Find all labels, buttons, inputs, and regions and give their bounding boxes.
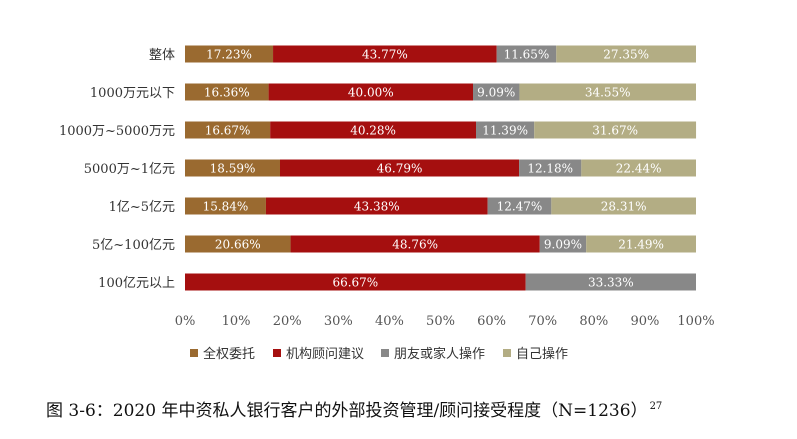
bar-segment bbox=[185, 83, 269, 101]
bars: 17.23% 43.77% 11.65% 27.35% 16.36% 40.00% 9.09… bbox=[185, 45, 697, 291]
bar-segment bbox=[556, 45, 696, 63]
bar-segment bbox=[268, 83, 473, 101]
bar-segment bbox=[185, 159, 280, 177]
data-label: 46.79% bbox=[377, 162, 423, 176]
x-tick-label: 30% bbox=[324, 314, 353, 329]
x-tick-label: 20% bbox=[273, 314, 302, 329]
bar-segment bbox=[279, 159, 520, 177]
category-label: 1000万~5000万元 bbox=[59, 124, 175, 139]
data-label: 9.09% bbox=[544, 238, 582, 252]
category-label: 整体 bbox=[149, 48, 175, 63]
x-tick-label: 100% bbox=[677, 314, 714, 329]
stacked-bar-chart: 整体 1000万元以下 1000万~5000万元 5000万~1亿元 1亿~5亿元 5亿~… bbox=[59, 45, 715, 362]
data-label: 16.36% bbox=[204, 86, 250, 100]
data-label: 28.31% bbox=[601, 200, 647, 214]
bar-segment bbox=[185, 121, 271, 139]
data-label: 21.49% bbox=[618, 238, 664, 252]
x-tick-label: 10% bbox=[222, 314, 251, 329]
data-label: 33.33% bbox=[588, 276, 634, 290]
data-label: 18.59% bbox=[210, 162, 256, 176]
category-label: 1亿~5亿元 bbox=[109, 200, 175, 215]
legend: 全权委托 机构顾问建议 朋友或家人操作 自己操作 bbox=[190, 346, 568, 362]
caption-footnote: 27 bbox=[649, 401, 663, 413]
category-label: 5亿~100亿元 bbox=[92, 238, 175, 253]
data-label: 11.65% bbox=[504, 48, 550, 62]
figure-caption: 图 3-6：2020 年中资私人银行客户的外部投资管理/顾问接受程度（N=123… bbox=[46, 396, 786, 421]
x-tick-label: 70% bbox=[528, 314, 557, 329]
data-label: 17.23% bbox=[206, 48, 252, 62]
bar-segment bbox=[519, 159, 582, 177]
bar-segment bbox=[581, 159, 696, 177]
data-label: 48.76% bbox=[392, 238, 438, 252]
bar-segment bbox=[534, 121, 697, 139]
x-tick-label: 90% bbox=[630, 314, 659, 329]
bar-segment bbox=[185, 45, 274, 63]
data-label: 34.55% bbox=[585, 86, 631, 100]
x-axis-ticks: 0% 10% 20% 30% 40% 50% 60% 70% 80% 90% 100% bbox=[175, 314, 715, 329]
legend-label: 机构顾问建议 bbox=[286, 347, 364, 362]
x-tick-label: 0% bbox=[175, 314, 196, 329]
data-label: 12.18% bbox=[527, 162, 573, 176]
bar-segment bbox=[525, 273, 696, 291]
bar-segment bbox=[472, 83, 520, 101]
data-label: 40.00% bbox=[348, 86, 394, 100]
caption-text: 图 3-6：2020 年中资私人银行客户的外部投资管理/顾问接受程度（N=123… bbox=[46, 401, 648, 421]
legend-label: 朋友或家人操作 bbox=[394, 346, 485, 362]
data-label: 43.38% bbox=[354, 200, 400, 214]
data-label: 12.47% bbox=[497, 200, 543, 214]
bar-segment bbox=[519, 83, 696, 101]
legend-label: 自己操作 bbox=[516, 346, 568, 362]
bar-segment bbox=[270, 121, 477, 139]
bar-segment bbox=[551, 197, 696, 215]
bar-segment bbox=[496, 45, 557, 63]
bar-segment bbox=[185, 235, 291, 253]
data-label: 9.09% bbox=[477, 86, 515, 100]
data-label: 43.77% bbox=[362, 48, 408, 62]
category-label: 1000万元以下 bbox=[90, 86, 175, 101]
category-label: 5000万~1亿元 bbox=[84, 162, 175, 177]
bar-segment bbox=[476, 121, 535, 139]
category-labels: 整体 1000万元以下 1000万~5000万元 5000万~1亿元 1亿~5亿元 5亿~… bbox=[59, 48, 175, 291]
data-label: 40.28% bbox=[350, 124, 396, 138]
legend-swatch bbox=[381, 349, 389, 357]
data-label: 66.67% bbox=[332, 276, 378, 290]
data-label: 15.84% bbox=[203, 200, 249, 214]
x-tick-label: 50% bbox=[426, 314, 455, 329]
data-label: 20.66% bbox=[215, 238, 261, 252]
bar-segment bbox=[185, 197, 266, 215]
legend-swatch bbox=[503, 349, 511, 357]
legend-swatch bbox=[190, 349, 198, 357]
bar-segment bbox=[586, 235, 696, 253]
x-tick-label: 80% bbox=[579, 314, 608, 329]
bar-segment bbox=[265, 197, 488, 215]
data-label: 22.44% bbox=[616, 162, 662, 176]
bar-segment bbox=[487, 197, 552, 215]
bar-segment bbox=[290, 235, 540, 253]
x-tick-label: 60% bbox=[477, 314, 506, 329]
legend-label: 全权委托 bbox=[203, 346, 255, 362]
data-label: 16.67% bbox=[205, 124, 251, 138]
x-tick-label: 40% bbox=[375, 314, 404, 329]
legend-swatch bbox=[273, 349, 281, 357]
bar-segment bbox=[185, 273, 526, 291]
data-label: 31.67% bbox=[592, 124, 638, 138]
bar-segment bbox=[273, 45, 497, 63]
data-label: 27.35% bbox=[603, 48, 649, 62]
category-label: 100亿元以上 bbox=[98, 276, 175, 291]
bar-segment bbox=[539, 235, 587, 253]
data-label: 11.39% bbox=[482, 124, 528, 138]
